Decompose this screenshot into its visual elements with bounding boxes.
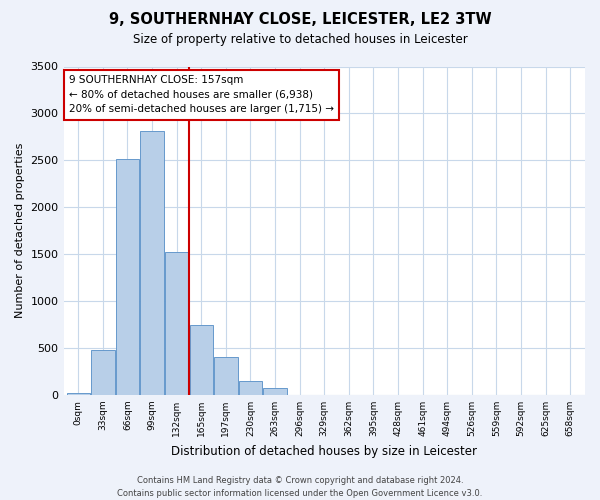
Bar: [263, 388, 287, 395]
Text: 9 SOUTHERNHAY CLOSE: 157sqm
← 80% of detached houses are smaller (6,938)
20% of : 9 SOUTHERNHAY CLOSE: 157sqm ← 80% of det…: [69, 74, 334, 114]
Text: Size of property relative to detached houses in Leicester: Size of property relative to detached ho…: [133, 32, 467, 46]
Bar: [91, 350, 115, 395]
Bar: [67, 393, 90, 395]
Y-axis label: Number of detached properties: Number of detached properties: [15, 143, 25, 318]
Bar: [190, 324, 213, 395]
Bar: [165, 252, 188, 395]
Bar: [140, 131, 164, 395]
Bar: [116, 160, 139, 395]
Text: 9, SOUTHERNHAY CLOSE, LEICESTER, LE2 3TW: 9, SOUTHERNHAY CLOSE, LEICESTER, LE2 3TW: [109, 12, 491, 28]
Bar: [214, 358, 238, 395]
X-axis label: Distribution of detached houses by size in Leicester: Distribution of detached houses by size …: [171, 444, 477, 458]
Text: Contains HM Land Registry data © Crown copyright and database right 2024.
Contai: Contains HM Land Registry data © Crown c…: [118, 476, 482, 498]
Bar: [239, 381, 262, 395]
